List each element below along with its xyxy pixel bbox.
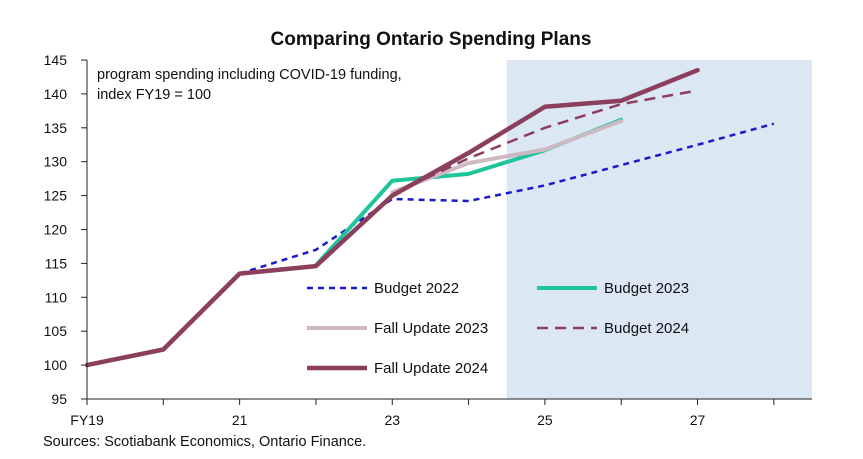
- y-tick-label: 95: [51, 391, 67, 407]
- annotation-line-2: index FY19 = 100: [97, 87, 211, 103]
- y-tick-label: 130: [44, 154, 68, 170]
- x-tick-label: 21: [232, 412, 248, 428]
- series-line-fall-update-2024: [84, 67, 700, 368]
- legend-label-fall-update-2024: Fall Update 2024: [374, 360, 488, 377]
- x-tick-label: 23: [384, 412, 400, 428]
- annotation-line-1: program spending including COVID-19 fund…: [97, 67, 402, 83]
- legend-label-fall-update-2023: Fall Update 2023: [374, 320, 488, 337]
- source-note: Sources: Scotiabank Economics, Ontario F…: [43, 434, 366, 450]
- legend-label-budget-2023: Budget 2023: [604, 280, 689, 297]
- legend-label-budget-2024: Budget 2024: [604, 320, 689, 337]
- y-tick-label: 125: [44, 188, 68, 204]
- x-tick-label: 25: [537, 412, 553, 428]
- x-tick-label: FY19: [70, 412, 104, 428]
- y-tick-label: 120: [44, 222, 68, 238]
- series-line-budget-2022: [239, 122, 775, 275]
- x-tick-label: 27: [690, 412, 706, 428]
- y-tick-label: 100: [44, 357, 68, 373]
- y-tick-label: 110: [45, 289, 68, 305]
- y-tick-label: 140: [44, 86, 68, 102]
- series-line-fall-update-2023: [390, 119, 624, 195]
- series-line-budget-2024: [391, 89, 698, 196]
- y-tick-label: 115: [45, 255, 68, 271]
- y-tick-label: 145: [44, 52, 68, 68]
- y-tick-label: 135: [44, 120, 68, 136]
- y-tick-label: 105: [44, 323, 68, 339]
- forecast-shaded-region: [506, 60, 812, 399]
- legend-label-budget-2022: Budget 2022: [374, 280, 459, 297]
- legend: Budget 2022 Budget 2023 Fall Update 2023 Bu…: [307, 280, 689, 377]
- chart-title: Comparing Ontario Spending Plans: [271, 29, 592, 50]
